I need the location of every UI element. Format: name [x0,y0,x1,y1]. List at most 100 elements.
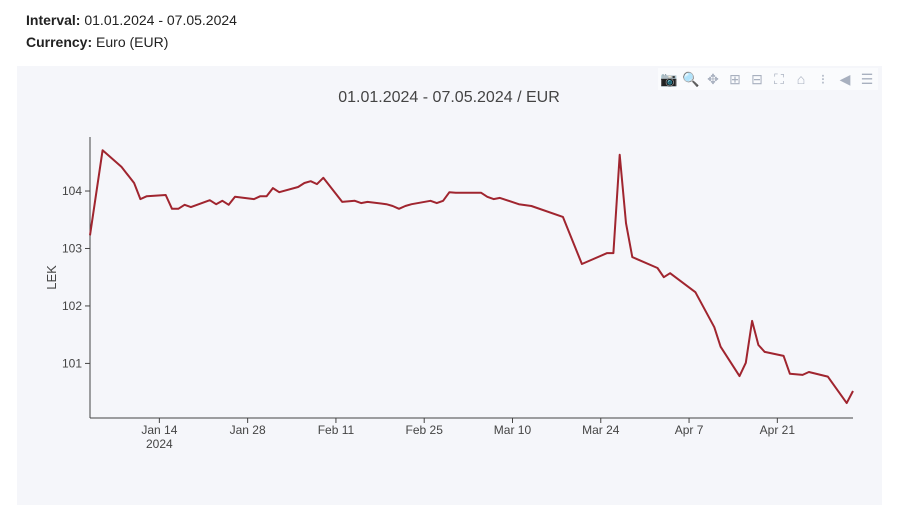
data-point[interactable] [169,206,175,212]
data-point[interactable] [560,214,566,220]
data-point[interactable] [358,200,364,206]
data-point[interactable] [264,193,270,199]
data-point[interactable] [295,184,301,190]
data-point[interactable] [352,198,358,204]
data-point[interactable] [825,374,831,380]
interval-value: 01.01.2024 - 07.05.2024 [84,12,237,28]
data-point[interactable] [163,192,169,198]
data-point[interactable] [667,270,673,276]
data-point[interactable] [434,200,440,206]
zoom-icon[interactable]: 🔍 [682,71,700,87]
data-point[interactable] [213,201,219,207]
data-point[interactable] [850,388,856,394]
data-point[interactable] [579,261,585,267]
home-icon[interactable]: ⌂ [796,71,806,87]
data-point[interactable] [100,147,106,153]
interval-info: Interval: 01.01.2024 - 07.05.2024 [26,12,237,28]
data-point[interactable] [207,197,213,203]
zoom-in-icon[interactable]: ⊞ [729,71,741,87]
data-point[interactable] [844,400,850,406]
x-tick-year-label: 2024 [146,437,173,451]
x-tick-label: Mar 10 [494,423,532,437]
y-tick-label: 104 [62,184,82,198]
data-point[interactable] [364,199,370,205]
camera-icon[interactable]: 📷 [660,71,678,87]
data-point[interactable] [301,180,307,186]
data-point[interactable] [629,254,635,260]
data-point[interactable] [182,202,188,208]
data-point[interactable] [87,232,93,238]
data-point[interactable] [446,189,452,195]
data-point[interactable] [270,185,276,191]
data-point[interactable] [516,201,522,207]
data-point[interactable] [755,342,761,348]
data-point[interactable] [428,198,434,204]
data-point[interactable] [610,250,616,256]
data-point[interactable] [232,194,238,200]
chart-container: 01.01.2024 - 07.05.2024 / EUR 101 102 103 10… [17,66,882,505]
data-point[interactable] [308,178,314,184]
zoom-out-icon[interactable]: ⊟ [751,71,763,87]
x-tick-label: Jan 14 [141,423,177,437]
data-point[interactable] [617,152,623,158]
data-point[interactable] [781,353,787,359]
data-point[interactable] [806,369,812,375]
data-point[interactable] [711,324,717,330]
data-point[interactable] [718,344,724,350]
data-point[interactable] [623,220,629,226]
spike-lines-icon[interactable]: ⁝ [820,71,826,87]
hover-closest-icon[interactable]: ◀ [839,71,851,87]
data-point[interactable] [402,203,408,209]
data-point[interactable] [119,164,125,170]
currency-value: Euro (EUR) [96,34,169,50]
data-point[interactable] [175,206,181,212]
autoscale-icon[interactable]: ⛶ [774,71,784,87]
data-point[interactable] [137,196,143,202]
data-point[interactable] [257,193,263,199]
data-point[interactable] [736,373,742,379]
y-tick-label: 103 [62,241,82,255]
currency-label: Currency: [26,34,93,50]
data-point[interactable] [409,201,415,207]
data-point[interactable] [787,371,793,377]
data-point[interactable] [383,201,389,207]
pan-icon[interactable]: ✥ [707,71,719,87]
data-point[interactable] [339,199,345,205]
data-point[interactable] [743,360,749,366]
data-point[interactable] [440,198,446,204]
data-point[interactable] [188,204,194,210]
data-point[interactable] [661,274,667,280]
currency-info: Currency: Euro (EUR) [26,34,168,50]
data-point[interactable] [749,318,755,324]
series-line[interactable] [89,149,854,405]
hover-compare-icon[interactable]: ☰ [860,71,874,87]
data-point[interactable] [131,180,137,186]
data-point[interactable] [762,349,768,355]
data-point[interactable] [655,265,661,271]
interval-label: Interval: [26,12,81,28]
data-point[interactable] [528,203,534,209]
data-point[interactable] [478,190,484,196]
data-point[interactable] [320,175,326,181]
data-point[interactable] [692,289,698,295]
line-chart[interactable]: 01.01.2024 - 07.05.2024 / EUR 101 102 103 10… [17,66,882,505]
data-point[interactable] [453,190,459,196]
data-point[interactable] [226,202,232,208]
data-point[interactable] [497,195,503,201]
x-tick-label: Mar 24 [582,423,620,437]
chart-title: 01.01.2024 - 07.05.2024 / EUR [338,89,560,106]
data-point[interactable] [390,203,396,209]
data-point[interactable] [251,196,257,202]
data-point[interactable] [144,193,150,199]
modebar: 📷 🔍 ✥ ⊞ ⊟ ⛶ ⌂ ⁝ ◀ ☰ [658,68,878,90]
data-point[interactable] [276,189,282,195]
data-point[interactable] [314,181,320,187]
data-point[interactable] [604,250,610,256]
data-point[interactable] [800,372,806,378]
data-point[interactable] [219,198,225,204]
data-point[interactable] [484,194,490,200]
y-axis-label: LEK [44,265,59,290]
data-point[interactable] [491,196,497,202]
x-tick-label: Feb 11 [318,423,355,437]
data-point[interactable] [396,206,402,212]
